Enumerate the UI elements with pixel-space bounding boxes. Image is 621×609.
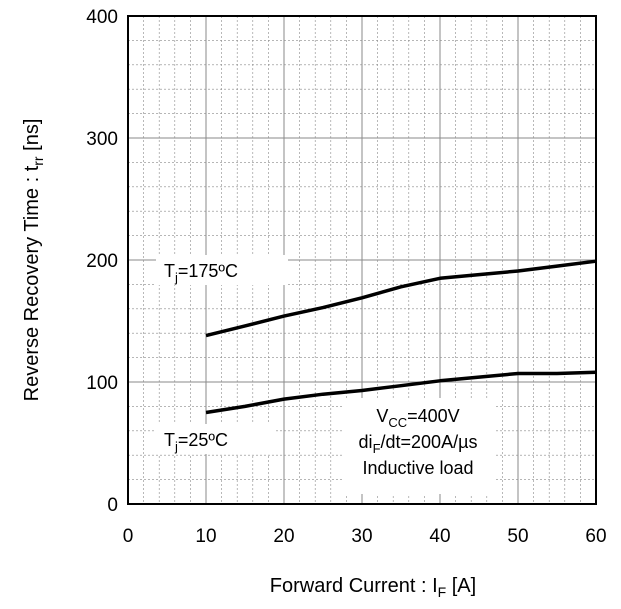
y-tick-label: 400 bbox=[86, 7, 118, 28]
x-tick-label: 10 bbox=[195, 526, 216, 547]
y-tick-label: 300 bbox=[86, 129, 118, 150]
plot-frame bbox=[127, 15, 597, 505]
series-label-tj-25c-rest: =25ºC bbox=[178, 430, 228, 450]
y-tick-labels: 0 100 200 300 400 bbox=[86, 7, 118, 516]
series-label-bg bbox=[156, 424, 276, 454]
y-axis-label: Reverse Recovery Time : trr [ns] bbox=[21, 119, 46, 402]
condition-line-main: V bbox=[376, 406, 388, 426]
series-label-tj-175c: Tj=175ºC bbox=[164, 261, 238, 285]
x-tick-label: 60 bbox=[585, 526, 606, 547]
conditions-box bbox=[342, 398, 494, 494]
annotation-layer: Tj=175ºCTj=25ºCVCC=400VdiF/dt=200A/µsInd… bbox=[156, 255, 494, 494]
x-tick-label: 20 bbox=[273, 526, 294, 547]
series-label-bg bbox=[156, 255, 288, 285]
condition-line-main: Inductive load bbox=[362, 458, 473, 478]
series-label-tj-175c-main: T bbox=[164, 261, 175, 281]
condition-line-rest: /dt=200A/µs bbox=[381, 432, 478, 452]
condition-line-rest: =400V bbox=[407, 406, 460, 426]
series-label-tj-175c-sub: j bbox=[174, 270, 178, 285]
series-layer bbox=[205, 259, 597, 415]
series-label-tj-175c-rest: =175ºC bbox=[178, 261, 238, 281]
x-axis-label: Forward Current : IF [A] bbox=[270, 575, 476, 600]
x-tick-label: 30 bbox=[351, 526, 372, 547]
condition-line: Inductive load bbox=[362, 458, 473, 478]
y-tick-label: 100 bbox=[86, 373, 118, 394]
condition-line-sub: CC bbox=[388, 415, 407, 430]
x-tick-label: 50 bbox=[507, 526, 528, 547]
series-label-tj-25c-main: T bbox=[164, 430, 175, 450]
series-line-tj-25c bbox=[205, 370, 597, 415]
series-label-tj-25c: Tj=25ºC bbox=[164, 430, 228, 454]
condition-line-sub: F bbox=[373, 441, 381, 456]
condition-line: VCC=400V bbox=[376, 406, 459, 430]
condition-line: diF/dt=200A/µs bbox=[359, 432, 478, 456]
y-tick-label: 200 bbox=[86, 251, 118, 272]
x-tick-label: 40 bbox=[429, 526, 450, 547]
x-tick-labels: 0 10 20 30 40 50 60 bbox=[123, 526, 607, 547]
condition-line-main: di bbox=[359, 432, 373, 452]
series-label-tj-25c-sub: j bbox=[174, 439, 178, 454]
series-line-tj-175c bbox=[205, 259, 597, 338]
y-tick-label: 0 bbox=[107, 495, 118, 516]
x-tick-label: 0 bbox=[123, 526, 134, 547]
